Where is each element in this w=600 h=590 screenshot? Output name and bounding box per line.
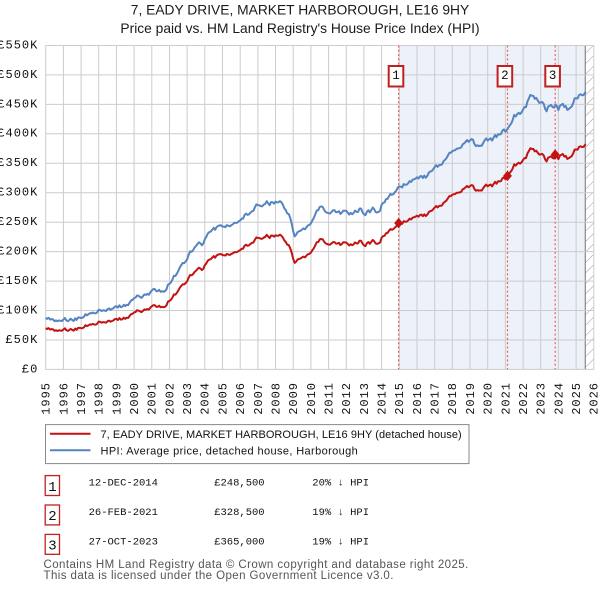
svg-text:HPI: Average price, detached h: HPI: Average price, detached house, Harb… [101, 446, 359, 458]
svg-text:£350K: £350K [0, 156, 38, 170]
svg-text:2: 2 [48, 509, 56, 525]
svg-text:£328,500: £328,500 [214, 507, 264, 519]
svg-text:1: 1 [48, 480, 56, 496]
svg-text:20% ↓ HPI: 20% ↓ HPI [312, 478, 369, 490]
svg-text:2013: 2013 [358, 382, 372, 415]
svg-text:£550K: £550K [0, 38, 38, 52]
svg-text:2001: 2001 [146, 382, 160, 415]
svg-text:2010: 2010 [305, 382, 319, 415]
svg-text:12-DEC-2014: 12-DEC-2014 [89, 478, 158, 490]
svg-text:2016: 2016 [411, 382, 425, 415]
svg-text:2007: 2007 [252, 382, 266, 415]
svg-text:19% ↓ HPI: 19% ↓ HPI [312, 537, 369, 549]
svg-text:£100K: £100K [0, 303, 38, 317]
svg-text:£150K: £150K [0, 274, 38, 288]
svg-text:This data is licensed under th: This data is licensed under the Open Gov… [44, 570, 394, 582]
svg-text:£400K: £400K [0, 127, 38, 141]
svg-text:7, EADY DRIVE, MARKET HARBOROU: 7, EADY DRIVE, MARKET HARBOROUGH, LE16 9… [131, 3, 469, 18]
svg-text:2019: 2019 [464, 382, 478, 415]
svg-text:2006: 2006 [234, 382, 248, 415]
svg-text:2003: 2003 [181, 382, 195, 415]
svg-text:1999: 1999 [110, 382, 124, 415]
svg-text:2020: 2020 [482, 382, 496, 415]
svg-text:1996: 1996 [57, 382, 71, 415]
svg-text:2011: 2011 [323, 382, 337, 415]
svg-text:£50K: £50K [5, 333, 38, 347]
svg-text:Price paid vs. HM Land Registr: Price paid vs. HM Land Registry's House … [120, 21, 479, 36]
svg-text:2: 2 [501, 69, 509, 83]
svg-text:27-OCT-2023: 27-OCT-2023 [89, 537, 158, 549]
svg-text:1997: 1997 [75, 382, 89, 415]
svg-text:£250K: £250K [0, 215, 38, 229]
svg-text:2023: 2023 [535, 382, 549, 415]
svg-text:£200K: £200K [0, 245, 38, 259]
svg-text:£365,000: £365,000 [214, 537, 264, 549]
svg-text:£300K: £300K [0, 186, 38, 200]
svg-text:2022: 2022 [517, 382, 531, 415]
svg-text:2008: 2008 [269, 382, 283, 415]
svg-text:2002: 2002 [163, 382, 177, 415]
svg-text:2025: 2025 [570, 382, 584, 415]
svg-text:2014: 2014 [376, 382, 390, 415]
svg-text:1995: 1995 [40, 382, 54, 415]
svg-text:£248,500: £248,500 [214, 478, 264, 490]
svg-text:2004: 2004 [199, 382, 213, 415]
svg-text:1: 1 [392, 69, 400, 83]
svg-text:7, EADY DRIVE, MARKET HARBOROU: 7, EADY DRIVE, MARKET HARBOROUGH, LE16 9… [101, 429, 462, 441]
svg-text:2009: 2009 [287, 382, 301, 415]
svg-text:26-FEB-2021: 26-FEB-2021 [89, 507, 158, 519]
svg-text:1998: 1998 [93, 382, 107, 415]
svg-text:£0: £0 [22, 362, 38, 376]
svg-text:2017: 2017 [429, 382, 443, 415]
svg-text:2012: 2012 [340, 382, 354, 415]
svg-text:19% ↓ HPI: 19% ↓ HPI [312, 507, 369, 519]
svg-text:2015: 2015 [393, 382, 407, 415]
svg-text:3: 3 [549, 69, 557, 83]
svg-text:2000: 2000 [128, 382, 142, 415]
svg-text:£500K: £500K [0, 68, 38, 82]
svg-text:2021: 2021 [499, 382, 513, 415]
svg-text:2018: 2018 [446, 382, 460, 415]
svg-text:2005: 2005 [216, 382, 230, 415]
svg-text:2026: 2026 [588, 382, 600, 415]
svg-text:Contains HM Land Registry data: Contains HM Land Registry data © Crown c… [44, 559, 469, 571]
svg-text:£450K: £450K [0, 97, 38, 111]
svg-text:2024: 2024 [552, 382, 566, 415]
svg-text:3: 3 [48, 539, 56, 555]
